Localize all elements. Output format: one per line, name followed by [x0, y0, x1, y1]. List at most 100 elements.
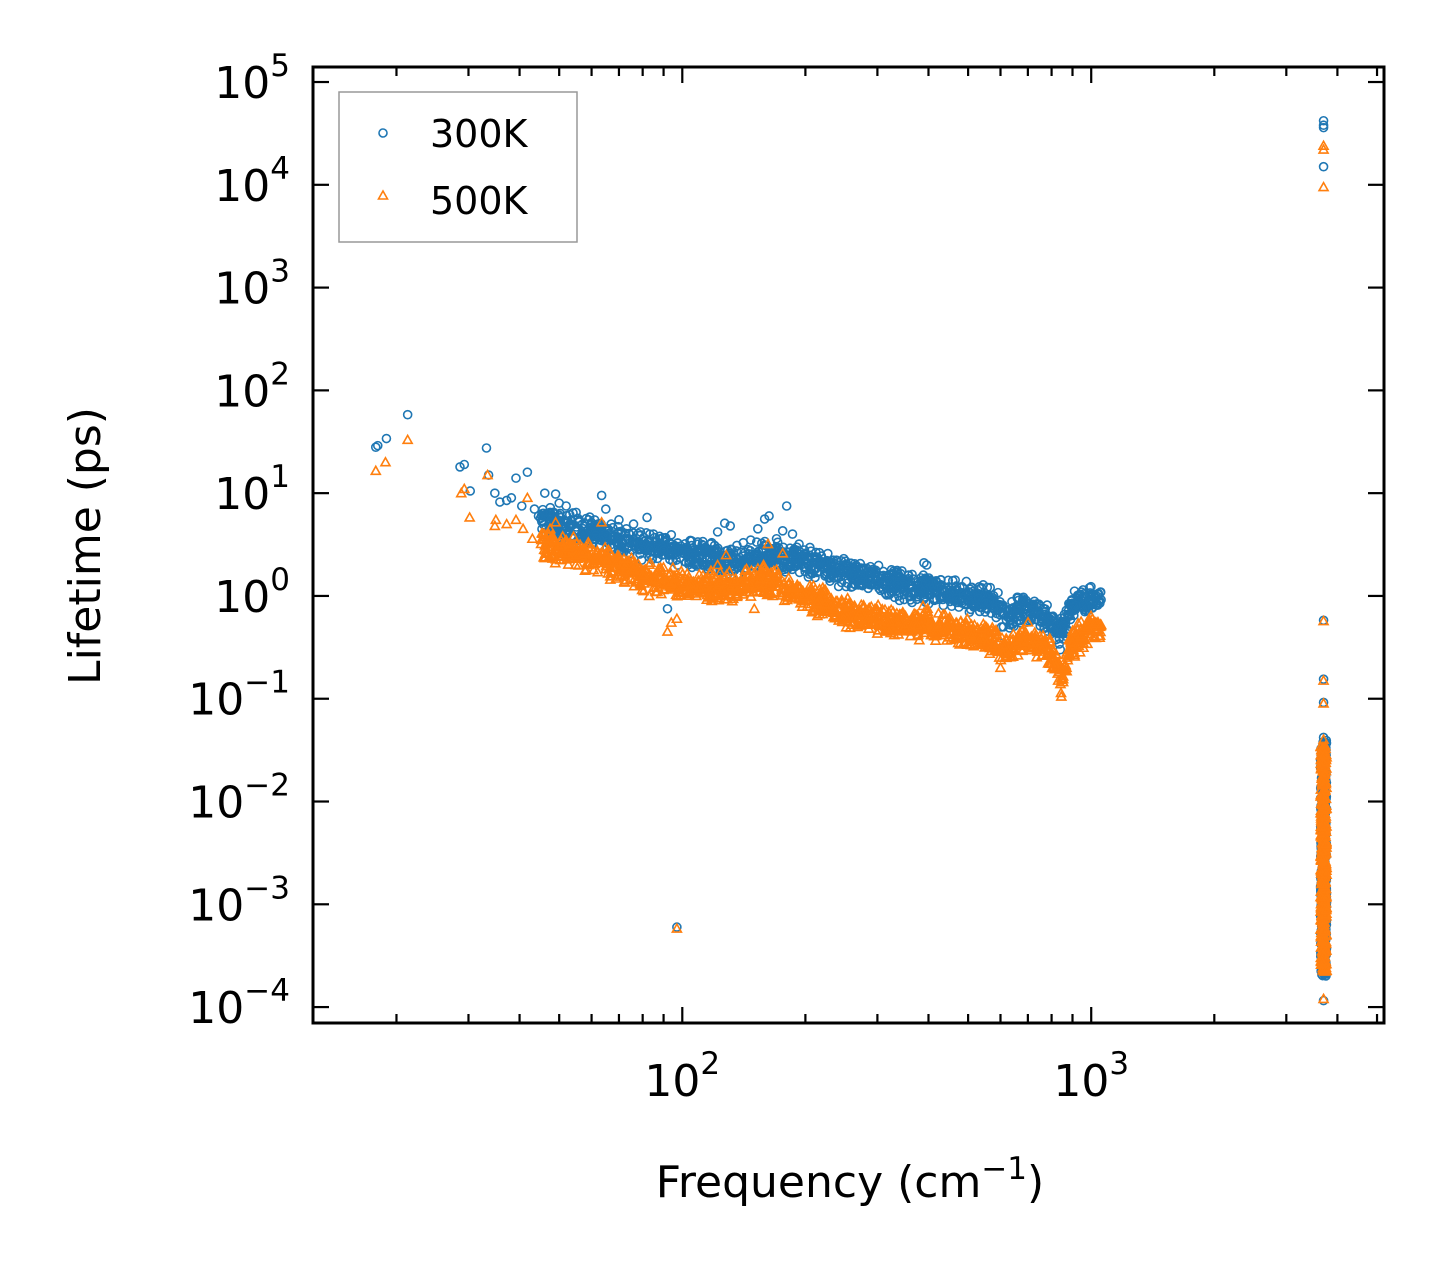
- point-300K: [1084, 595, 1095, 605]
- point-500K: [816, 607, 829, 619]
- ticks-layer: [313, 67, 1384, 1023]
- point-500K: [690, 589, 703, 601]
- point-300K: [787, 529, 798, 539]
- point-300K: [805, 542, 815, 553]
- point-300K: [998, 622, 1009, 632]
- point-500K: [556, 538, 568, 550]
- point-500K: [1060, 661, 1073, 673]
- point-500K: [986, 624, 998, 635]
- y-axis-label: Lifetime (ps): [60, 407, 111, 685]
- point-300K: [516, 501, 527, 511]
- point-300K: [827, 571, 837, 581]
- point-300K: [566, 515, 577, 525]
- point-500K: [999, 638, 1012, 649]
- point-500K: [950, 616, 963, 627]
- point-300K: [1089, 593, 1100, 604]
- point-500K: [458, 482, 471, 494]
- point-300K: [800, 563, 810, 573]
- point-500K: [864, 609, 877, 620]
- point-500K: [547, 548, 560, 560]
- point-300K: [786, 559, 797, 570]
- point-300K: [960, 599, 970, 610]
- point-500K: [610, 572, 623, 583]
- y-tick-label: 105: [214, 48, 290, 109]
- point-500K: [1016, 623, 1029, 635]
- point-500K: [1317, 879, 1330, 891]
- point-500K: [705, 594, 718, 606]
- point-500K: [500, 517, 513, 529]
- point-300K: [616, 538, 627, 548]
- point-300K: [849, 573, 859, 583]
- point-300K: [1028, 605, 1038, 616]
- point-500K: [1050, 648, 1063, 660]
- point-500K: [974, 633, 986, 644]
- point-500K: [782, 583, 795, 594]
- point-300K: [511, 473, 521, 483]
- point-300K: [846, 558, 856, 568]
- point-300K: [914, 583, 925, 593]
- point-500K: [1317, 824, 1329, 835]
- point-500K: [811, 597, 824, 608]
- point-300K: [614, 515, 624, 525]
- point-500K: [840, 596, 853, 608]
- point-500K: [819, 605, 832, 617]
- point-300K: [870, 579, 881, 590]
- point-300K: [1002, 607, 1013, 617]
- point-500K: [636, 583, 649, 595]
- point-300K: [964, 607, 975, 617]
- point-500K: [1019, 634, 1032, 646]
- point-500K: [705, 576, 718, 588]
- point-300K: [981, 598, 991, 608]
- legend-label-500K: 500K: [430, 179, 529, 223]
- point-300K: [892, 567, 903, 577]
- point-500K: [1318, 748, 1331, 759]
- y-tick-label: 10−4: [188, 973, 290, 1034]
- point-300K: [666, 539, 677, 549]
- point-500K: [1320, 837, 1332, 849]
- point-300K: [548, 507, 559, 518]
- point-500K: [540, 546, 552, 557]
- point-500K: [872, 612, 885, 624]
- y-tick-label: 101: [214, 459, 290, 520]
- legend: 300K 500K: [338, 91, 578, 243]
- point-500K: [782, 586, 795, 598]
- point-500K: [1075, 615, 1087, 626]
- point-500K: [544, 522, 556, 534]
- point-500K: [543, 530, 555, 541]
- point-300K: [465, 486, 476, 496]
- point-300K: [857, 575, 868, 585]
- point-500K: [1316, 926, 1329, 937]
- point-500K: [1027, 636, 1039, 648]
- point-300K: [1318, 122, 1329, 133]
- point-500K: [762, 537, 774, 549]
- point-500K: [898, 620, 911, 632]
- point-500K: [1317, 614, 1330, 626]
- x-axis-label: Frequency (cm−1): [656, 1151, 1044, 1208]
- point-500K: [489, 513, 502, 525]
- point-500K: [846, 616, 858, 627]
- point-500K: [587, 551, 600, 563]
- point-500K: [855, 612, 868, 624]
- point-300K: [1318, 161, 1329, 172]
- point-500K: [717, 589, 730, 601]
- point-500K: [1094, 629, 1106, 641]
- point-500K: [576, 545, 589, 556]
- point-500K: [1010, 636, 1023, 648]
- point-500K: [562, 558, 575, 569]
- point-300K: [880, 588, 891, 598]
- point-500K: [956, 625, 969, 636]
- point-500K: [715, 584, 728, 596]
- point-300K: [1007, 619, 1018, 630]
- point-500K: [693, 581, 706, 593]
- point-300K: [856, 563, 866, 574]
- point-300K: [1012, 593, 1023, 604]
- point-500K: [1066, 636, 1079, 648]
- point-500K: [982, 635, 995, 646]
- point-500K: [858, 600, 870, 612]
- point-500K: [591, 566, 604, 577]
- point-500K: [729, 583, 742, 595]
- point-300K: [921, 560, 932, 570]
- point-500K: [652, 562, 665, 573]
- point-500K: [649, 581, 662, 593]
- point-500K: [671, 612, 683, 624]
